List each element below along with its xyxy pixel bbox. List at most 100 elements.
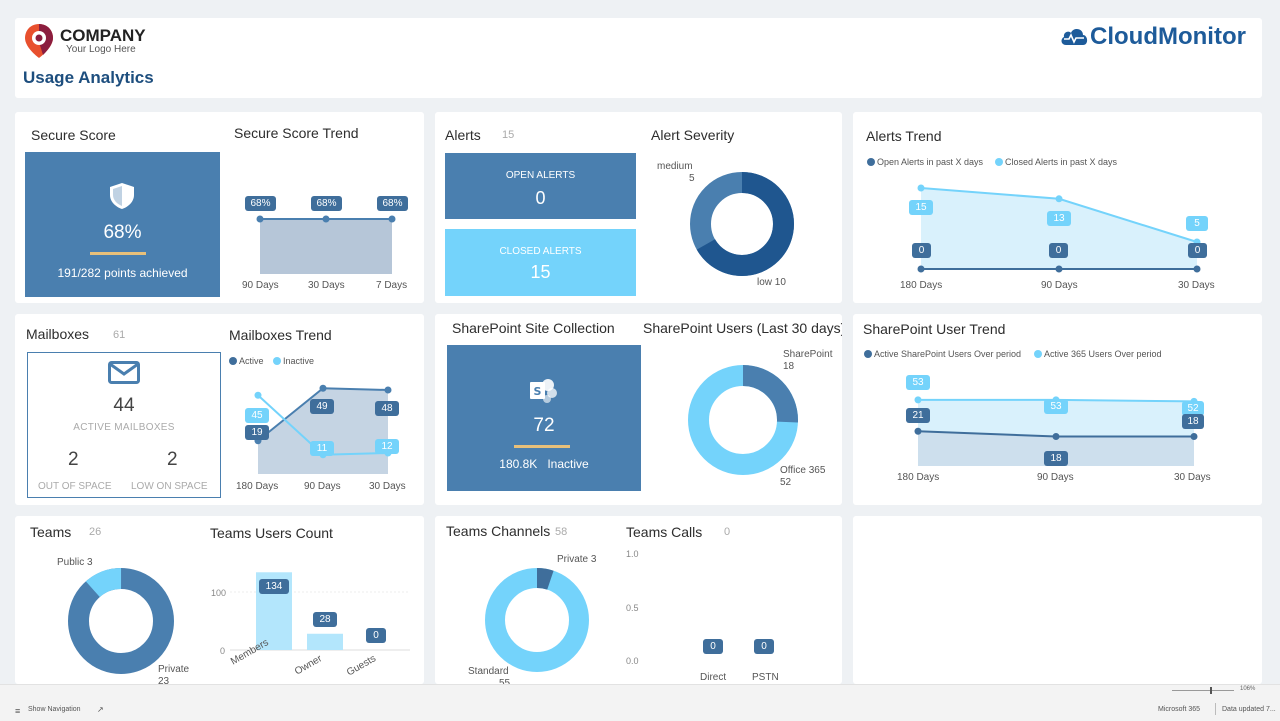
- footer-bar: 106% ≡ Show Navigation ↗ Microsoft 365 D…: [0, 684, 1280, 721]
- mb-inactive-2: 11: [310, 441, 334, 456]
- at-open-1: 0: [912, 243, 931, 258]
- secure-score-trend-chart: [256, 215, 396, 274]
- at-open-point: [917, 265, 925, 273]
- ss-point: [388, 215, 396, 223]
- sharepoint-users-sp-slice[interactable]: [688, 365, 798, 475]
- tc-standard-label: Standard: [468, 666, 509, 677]
- calls-axis-2: 0.5: [626, 603, 639, 613]
- spt-sp-point: [914, 427, 922, 435]
- at-x-1: 180 Days: [900, 280, 943, 291]
- at-open-point: [1193, 265, 1201, 273]
- alerts-card: Alerts 15 OPEN ALERTS 0 CLOSED ALERTS 15…: [435, 112, 842, 303]
- ss-label-2: 68%: [311, 196, 342, 211]
- sharepoint-users-title: SharePoint Users (Last 30 days): [643, 320, 842, 336]
- legend-open-text: Open Alerts in past X days: [877, 157, 984, 167]
- data-updated: Data updated 7...: [1222, 706, 1276, 713]
- tc-private-label: Private 3: [557, 554, 597, 565]
- mailboxes-card: Mailboxes 61 44 ACTIVE MAILBOXES 2 OUT O…: [15, 314, 424, 505]
- secure-score-tile[interactable]: 68% 191/282 points achieved: [25, 152, 220, 297]
- open-alerts-label: OPEN ALERTS: [505, 170, 576, 181]
- spt-x-1: 180 Days: [897, 472, 940, 483]
- company-logo-icon: [25, 24, 53, 58]
- alert-severity-low-slice[interactable]: [690, 172, 794, 276]
- ss-area: [260, 219, 392, 274]
- sharepoint-inactive: 180.8K Inactive: [447, 457, 641, 471]
- spt-o365-2: 53: [1044, 399, 1068, 414]
- at-closed-point: [1055, 195, 1063, 203]
- alerts-trend-legend-closed[interactable]: Closed Alerts in past X days: [995, 157, 1117, 167]
- ss-label-1: 68%: [245, 196, 276, 211]
- alert-severity-donut[interactable]: [690, 172, 794, 276]
- teams-title: Teams: [30, 524, 72, 540]
- alerts-trend-legend-open[interactable]: Open Alerts in past X days: [867, 157, 983, 167]
- secure-score-title: Secure Score: [31, 127, 116, 143]
- at-open-2: 0: [1049, 243, 1068, 258]
- sp-users-o365-label: Office 365: [780, 465, 826, 476]
- sharepoint-users-donut[interactable]: [687, 364, 799, 476]
- footer-divider: [1215, 703, 1216, 715]
- zoom-slider[interactable]: [1172, 690, 1234, 691]
- mb-active-point: [319, 384, 327, 392]
- at-closed-1: 15: [909, 200, 933, 215]
- low-on-space-value: 2: [167, 449, 178, 470]
- teams-users-title: Teams Users Count: [210, 525, 333, 541]
- mailboxes-legend-active[interactable]: Active: [229, 356, 264, 366]
- sp-users-sp-value: 18: [783, 361, 795, 372]
- sp-trend-legend-365[interactable]: Active 365 Users Over period: [1034, 349, 1162, 359]
- closed-alerts-tile[interactable]: CLOSED ALERTS 15: [445, 229, 636, 296]
- teams-calls-count: 0: [724, 526, 731, 538]
- expand-icon[interactable]: ↗: [97, 705, 104, 714]
- alerts-title: Alerts: [445, 127, 481, 143]
- mailboxes-title: Mailboxes: [26, 326, 90, 342]
- site-count: 72: [533, 415, 555, 436]
- teams-donut[interactable]: [67, 567, 175, 675]
- cloud-logo-icon: [1061, 29, 1088, 45]
- secure-score-points: 191/282 points achieved: [57, 266, 188, 280]
- product-name: Microsoft 365: [1158, 706, 1201, 713]
- secure-score-percent: 68%: [103, 222, 142, 243]
- show-navigation[interactable]: Show Navigation: [28, 706, 81, 713]
- spt-o365-3: 52: [1182, 401, 1204, 416]
- mb-active-point: [384, 386, 392, 394]
- alerts-trend-title: Alerts Trend: [866, 128, 942, 144]
- alerts-trend-card: Alerts Trend Open Alerts in past X days …: [853, 112, 1262, 303]
- ss-x-3: 7 Days: [376, 280, 408, 291]
- inactive-count: 180.8K: [499, 457, 538, 471]
- mb-inactive-3: 12: [375, 439, 399, 454]
- mb-active-1: 19: [245, 425, 269, 440]
- teams-channels-count: 58: [555, 526, 568, 538]
- zoom-level: 106%: [1240, 686, 1256, 692]
- sp-trend-legend-active[interactable]: Active SharePoint Users Over period: [864, 349, 1021, 359]
- ss-x-1: 90 Days: [242, 280, 279, 291]
- teams-count: 26: [89, 526, 102, 538]
- sp-users-sp-label: SharePoint: [783, 349, 833, 360]
- mb-active-3: 48: [375, 401, 399, 416]
- sharepoint-underline: [514, 445, 570, 448]
- nav-icon[interactable]: ≡: [15, 706, 21, 716]
- at-closed-2: 13: [1047, 211, 1071, 226]
- zoom-slider-thumb[interactable]: [1210, 687, 1212, 694]
- shield-icon: [110, 183, 134, 209]
- mb-x-3: 30 Days: [369, 481, 406, 492]
- sharepoint-title: SharePoint Site Collection: [452, 320, 615, 336]
- tu-value-2: 28: [313, 612, 337, 627]
- teams-public-slice[interactable]: [61, 561, 181, 681]
- mailboxes-legend-inactive[interactable]: Inactive: [273, 356, 314, 366]
- inactive-label: Inactive: [547, 457, 589, 471]
- open-alerts-value: 0: [535, 188, 546, 208]
- legend-closed-text: Closed Alerts in past X days: [1005, 157, 1118, 167]
- active-mailboxes-label: ACTIVE MAILBOXES: [73, 422, 175, 433]
- teams-channels-private-slice[interactable]: [485, 568, 589, 672]
- at-open-3: 0: [1188, 243, 1207, 258]
- spt-o365-point: [914, 396, 922, 404]
- legend-active-text: Active: [239, 356, 264, 366]
- teams-channels-title: Teams Channels: [446, 523, 551, 539]
- teams-channels-donut[interactable]: [484, 567, 590, 673]
- tu-value-3: 0: [366, 628, 386, 643]
- mailboxes-tile[interactable]: 44 ACTIVE MAILBOXES 2 OUT OF SPACE 2 LOW…: [27, 352, 221, 498]
- sharepoint-tile[interactable]: S 72 180.8K Inactive: [447, 345, 641, 491]
- closed-alerts-value: 15: [530, 262, 551, 282]
- legend-365-text: Active 365 Users Over period: [1044, 349, 1162, 359]
- calls-axis-1: 1.0: [626, 549, 639, 559]
- open-alerts-tile[interactable]: OPEN ALERTS 0: [445, 153, 636, 219]
